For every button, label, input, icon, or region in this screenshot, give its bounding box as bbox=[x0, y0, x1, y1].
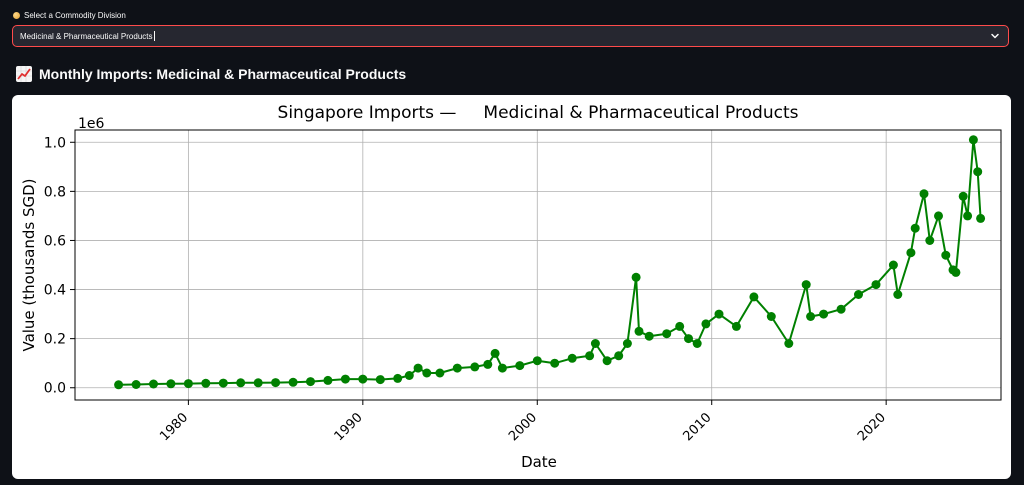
data-point bbox=[766, 312, 776, 321]
data-point bbox=[375, 375, 385, 385]
chart-title: Singapore Imports — Medicinal & Pharmace… bbox=[278, 103, 799, 123]
data-point bbox=[497, 363, 507, 373]
data-point bbox=[934, 211, 943, 221]
data-point bbox=[622, 339, 632, 348]
data-point bbox=[976, 213, 986, 223]
data-point bbox=[201, 378, 211, 388]
x-tick-label: 2010 bbox=[681, 410, 715, 444]
data-point bbox=[590, 339, 600, 348]
data-point bbox=[253, 378, 263, 388]
data-point bbox=[306, 377, 315, 387]
data-point bbox=[404, 371, 414, 380]
dot-icon bbox=[13, 12, 20, 19]
y-offset-label: 1e6 bbox=[78, 116, 105, 132]
data-point bbox=[490, 348, 500, 358]
imports-line-chart: 1980 1990 2000 2010 2020 0.0 0.2 0.4 0.6 0.8 1.0 S… bbox=[20, 103, 1002, 471]
data-point bbox=[893, 290, 903, 299]
chart-increasing-icon bbox=[16, 66, 32, 82]
data-point bbox=[435, 368, 445, 378]
data-point bbox=[183, 379, 193, 389]
y-tick-label: 0.0 bbox=[44, 381, 66, 397]
data-point bbox=[114, 380, 124, 390]
chart-panel: 1980 1990 2000 2010 2020 0.0 0.2 0.4 0.6 0.8 1.0 S… bbox=[12, 95, 1011, 479]
commodity-select[interactable]: Medicinal & Pharmaceutical Products bbox=[12, 25, 1009, 47]
data-point bbox=[919, 189, 929, 199]
data-point bbox=[714, 309, 724, 319]
data-point bbox=[483, 359, 493, 369]
y-tick-label: 0.8 bbox=[44, 184, 66, 200]
data-point bbox=[149, 379, 158, 389]
y-axis-label: Value (thousands SGD) bbox=[20, 178, 38, 351]
data-point bbox=[288, 377, 298, 387]
data-point bbox=[662, 329, 672, 339]
data-point bbox=[422, 368, 432, 378]
data-point bbox=[323, 375, 333, 385]
data-point bbox=[614, 351, 624, 361]
data-point bbox=[906, 248, 916, 258]
commodity-select-value: Medicinal & Pharmaceutical Products bbox=[20, 31, 153, 41]
chevron-down-icon[interactable] bbox=[990, 31, 1000, 41]
data-point bbox=[602, 356, 612, 366]
data-point bbox=[819, 309, 829, 319]
text-cursor bbox=[153, 31, 155, 41]
y-tick-label: 0.6 bbox=[44, 233, 66, 249]
data-point bbox=[452, 363, 462, 373]
x-axis-label: Date bbox=[521, 453, 557, 471]
data-point bbox=[731, 321, 741, 331]
data-point bbox=[358, 374, 368, 384]
data-point bbox=[470, 362, 480, 372]
data-point bbox=[973, 167, 983, 177]
data-point bbox=[941, 250, 951, 260]
data-point bbox=[218, 378, 228, 388]
data-point bbox=[567, 353, 577, 363]
section-title: Monthly Imports: Medicinal & Pharmaceuti… bbox=[39, 66, 407, 82]
data-point bbox=[854, 290, 863, 299]
commodity-select-label: Select a Commodity Division bbox=[13, 11, 126, 20]
data-point bbox=[801, 280, 811, 290]
data-point bbox=[631, 272, 641, 282]
section-heading: Monthly Imports: Medicinal & Pharmaceuti… bbox=[15, 64, 406, 84]
x-tick-label: 1980 bbox=[157, 410, 191, 444]
data-point bbox=[925, 236, 935, 245]
data-point bbox=[963, 211, 973, 221]
grid-lines bbox=[75, 130, 1001, 400]
data-point bbox=[585, 351, 595, 361]
data-point bbox=[806, 312, 816, 321]
data-point bbox=[644, 331, 654, 341]
data-point bbox=[532, 356, 542, 366]
x-tick-label: 2000 bbox=[506, 410, 540, 444]
data-point bbox=[550, 358, 560, 368]
series-line bbox=[118, 138, 982, 386]
data-point bbox=[784, 339, 794, 348]
data-point bbox=[684, 334, 693, 344]
data-point bbox=[413, 363, 423, 373]
data-point bbox=[515, 361, 525, 371]
data-point bbox=[675, 321, 685, 331]
y-tick-label: 0.2 bbox=[44, 332, 66, 348]
data-point bbox=[958, 191, 968, 201]
data-point bbox=[166, 379, 176, 389]
data-point bbox=[131, 380, 141, 389]
data-point bbox=[871, 280, 881, 290]
commodity-select-label-text: Select a Commodity Division bbox=[24, 11, 126, 20]
data-point bbox=[836, 304, 846, 314]
data-point bbox=[968, 135, 978, 145]
x-tick-label: 2020 bbox=[855, 410, 889, 444]
data-point bbox=[888, 260, 898, 270]
data-point bbox=[236, 378, 246, 388]
data-point bbox=[340, 374, 350, 384]
data-point bbox=[749, 292, 759, 302]
series-layer bbox=[114, 135, 986, 390]
x-tick-label: 1990 bbox=[332, 410, 366, 444]
data-point bbox=[701, 319, 711, 329]
data-point bbox=[692, 339, 702, 348]
data-point bbox=[951, 267, 961, 277]
plot-frame bbox=[74, 129, 1002, 401]
data-point bbox=[910, 223, 920, 233]
data-point bbox=[271, 378, 281, 388]
y-tick-label: 1.0 bbox=[44, 135, 66, 151]
data-point bbox=[634, 326, 644, 336]
data-point bbox=[393, 373, 403, 383]
y-tick-label: 0.4 bbox=[44, 283, 66, 299]
